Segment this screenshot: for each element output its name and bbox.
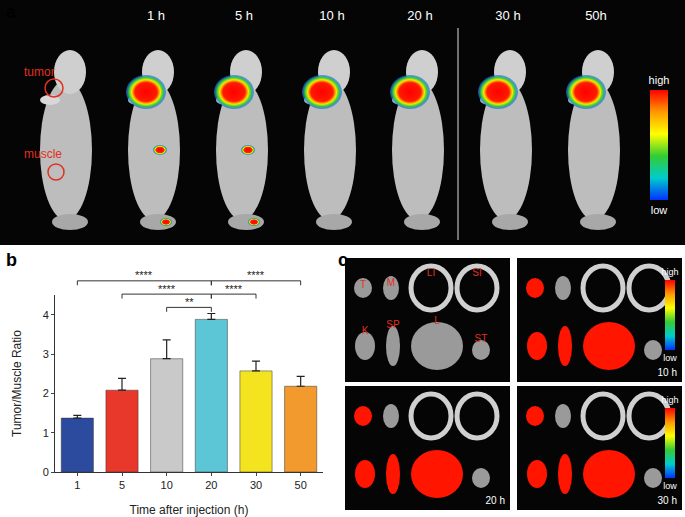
- svg-text:Tumor/Muscle Ratio: Tumor/Muscle Ratio: [10, 330, 24, 437]
- svg-text:50h: 50h: [585, 8, 607, 23]
- svg-text:high: high: [661, 395, 678, 405]
- svg-text:high: high: [649, 74, 670, 86]
- svg-text:50: 50: [295, 479, 307, 491]
- svg-text:muscle: muscle: [24, 147, 62, 161]
- svg-text:30 h: 30 h: [658, 495, 677, 506]
- svg-text:****: ****: [158, 283, 176, 295]
- svg-text:5: 5: [119, 479, 125, 491]
- svg-text:2: 2: [43, 387, 49, 399]
- svg-text:L: L: [434, 315, 440, 326]
- svg-text:tumor: tumor: [24, 65, 55, 79]
- svg-text:**: **: [185, 296, 194, 308]
- svg-text:****: ****: [247, 269, 265, 281]
- svg-text:10 h: 10 h: [658, 367, 677, 378]
- svg-text:20 h: 20 h: [486, 495, 505, 506]
- svg-text:0: 0: [43, 466, 49, 478]
- svg-text:3: 3: [43, 348, 49, 360]
- html-text:a: a: [6, 2, 16, 22]
- svg-text:low: low: [663, 481, 677, 491]
- html-text:c: c: [338, 250, 348, 270]
- svg-text:1: 1: [43, 427, 49, 439]
- svg-text:ST: ST: [475, 333, 488, 344]
- svg-text:high: high: [661, 267, 678, 277]
- svg-text:****: ****: [135, 269, 153, 281]
- svg-text:20 h: 20 h: [407, 8, 432, 23]
- svg-text:low: low: [651, 204, 668, 216]
- svg-text:Time after injection (h): Time after injection (h): [130, 503, 249, 517]
- svg-text:5 h: 5 h: [235, 8, 253, 23]
- svg-text:10: 10: [161, 479, 173, 491]
- svg-text:K: K: [362, 325, 369, 336]
- svg-text:20: 20: [205, 479, 217, 491]
- svg-text:SI: SI: [472, 267, 481, 278]
- svg-text:M: M: [387, 277, 395, 288]
- svg-text:low: low: [663, 353, 677, 363]
- svg-text:LI: LI: [427, 267, 435, 278]
- svg-text:1: 1: [74, 479, 80, 491]
- svg-text:1 h: 1 h: [147, 8, 165, 23]
- svg-text:4: 4: [43, 309, 49, 321]
- svg-text:T: T: [360, 279, 366, 290]
- svg-text:30: 30: [250, 479, 262, 491]
- svg-text:30 h: 30 h: [495, 8, 520, 23]
- svg-text:SP: SP: [386, 319, 400, 330]
- svg-text:10 h: 10 h: [319, 8, 344, 23]
- html-text:b: b: [6, 250, 17, 270]
- svg-text:****: ****: [225, 283, 243, 295]
